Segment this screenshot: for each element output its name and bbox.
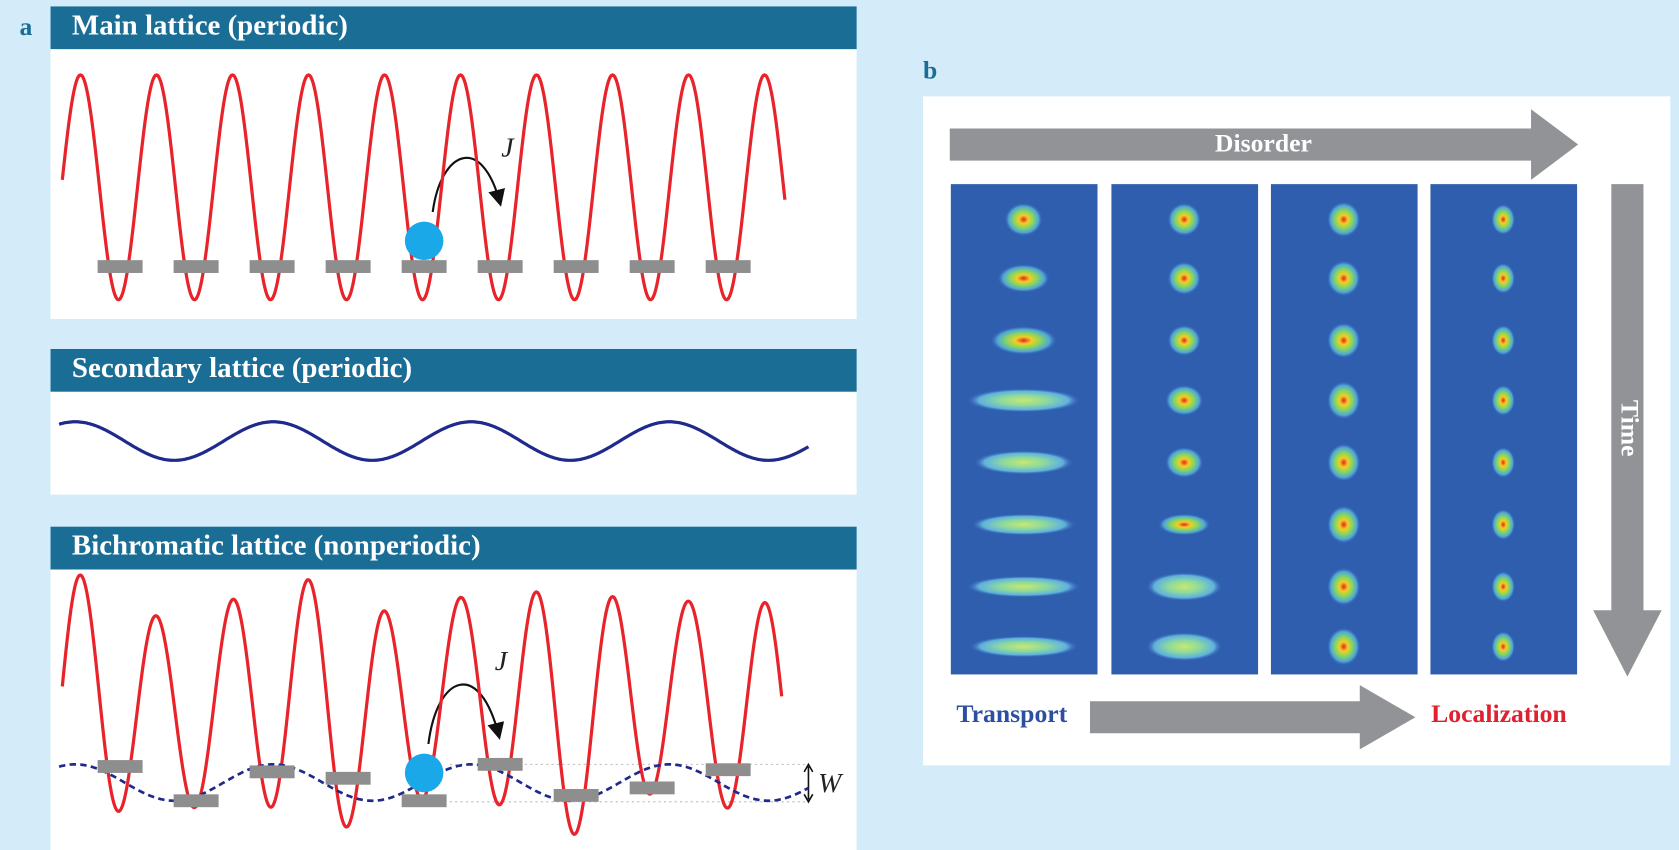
atom-cloud <box>1005 203 1043 236</box>
atom-cloud <box>1147 573 1222 601</box>
atom-cloud <box>1491 631 1515 662</box>
atom-cloud <box>1327 323 1360 358</box>
atom-cloud <box>972 514 1076 535</box>
header-title: Bichromatic lattice (nonperiodic) <box>72 530 481 562</box>
figure: a Main lattice (periodic) Secondary latt… <box>0 0 1679 850</box>
disorder-label: Disorder <box>1215 128 1312 157</box>
lattice-site <box>174 794 219 807</box>
lattice-site <box>250 260 295 273</box>
atom-cloud <box>1327 382 1360 420</box>
lattice-site <box>326 772 371 785</box>
lattice-site <box>630 781 675 794</box>
header-title: Secondary lattice (periodic) <box>72 352 412 384</box>
panel-label: b <box>923 56 937 85</box>
localization-label: Localization <box>1431 699 1567 728</box>
lattice-site <box>478 260 523 273</box>
atom <box>405 754 444 793</box>
lattice-site <box>706 260 751 273</box>
atom-cloud <box>967 576 1080 597</box>
lattice-site <box>250 765 295 778</box>
atom-cloud <box>967 389 1080 413</box>
atom-cloud <box>1491 509 1515 540</box>
atom-image <box>951 184 1098 674</box>
atom-cloud <box>1168 262 1201 295</box>
lattice-site <box>706 763 751 776</box>
atom-cloud <box>1491 204 1515 235</box>
header-title: Main lattice (periodic) <box>72 9 348 41</box>
lattice-site <box>174 260 219 273</box>
atom-cloud <box>998 264 1050 292</box>
panel-b: Disorder Time Transport Localization <box>923 96 1670 765</box>
page: a Main lattice (periodic) Secondary latt… <box>0 0 1679 850</box>
atom-cloud <box>1491 325 1515 356</box>
atom-cloud <box>1165 385 1203 416</box>
atom-cloud <box>1168 325 1201 356</box>
atom-cloud <box>1147 632 1222 660</box>
atom-cloud <box>1168 203 1201 236</box>
hop-label: J <box>495 646 509 677</box>
atom-cloud <box>1327 444 1360 482</box>
lattice-site <box>402 794 447 807</box>
lattice-site <box>402 260 447 273</box>
atom-cloud <box>1327 261 1360 296</box>
disorder-label: W <box>818 768 844 799</box>
atom-cloud <box>1327 506 1360 544</box>
transport-label: Transport <box>956 699 1067 728</box>
atom-cloud <box>1165 447 1203 478</box>
atom-cloud <box>1327 202 1360 237</box>
atom-cloud <box>974 451 1073 475</box>
atom-cloud <box>991 326 1057 354</box>
atom-cloud <box>1491 447 1515 478</box>
panel-label: a <box>19 12 32 41</box>
atom-cloud <box>1491 263 1515 294</box>
atom-cloud <box>1327 568 1360 606</box>
atom-image <box>1111 184 1258 674</box>
atom-cloud <box>1158 514 1210 535</box>
atom <box>405 222 444 261</box>
lattice-site <box>98 260 143 273</box>
panel-box <box>51 392 857 495</box>
hop-label: J <box>501 132 515 163</box>
lattice-site <box>98 760 143 773</box>
panel-a: Main lattice (periodic) Secondary lattic… <box>51 6 857 850</box>
atom-cloud <box>1491 571 1515 602</box>
atom-cloud <box>1327 628 1360 666</box>
atom-cloud <box>1491 385 1515 416</box>
lattice-site <box>630 260 675 273</box>
atom-cloud <box>969 636 1077 657</box>
time-label: Time <box>1616 400 1645 457</box>
lattice-site <box>478 758 523 771</box>
lattice-site <box>554 789 599 802</box>
lattice-site <box>326 260 371 273</box>
lattice-site <box>554 260 599 273</box>
